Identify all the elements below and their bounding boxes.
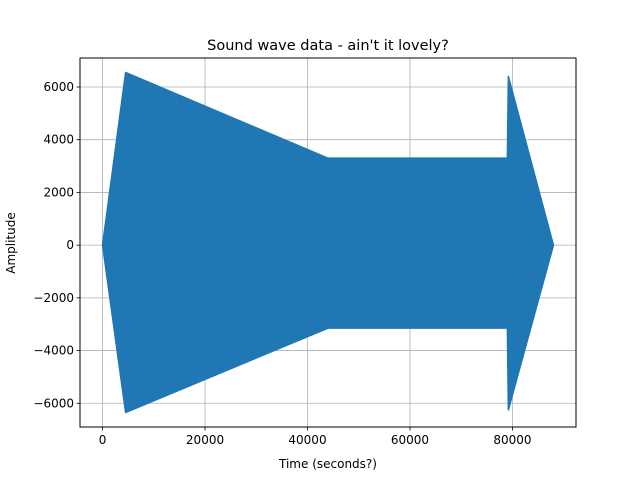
y-tick-label: −4000	[33, 344, 74, 358]
y-tick-label: −2000	[33, 291, 74, 305]
y-axis-label: Amplitude	[4, 212, 18, 274]
waveform-envelope	[101, 71, 555, 414]
x-tick-label: 80000	[493, 433, 531, 447]
y-tick-label: −6000	[33, 396, 74, 410]
x-tick-label: 0	[99, 433, 107, 447]
y-tick-label: 0	[66, 238, 74, 252]
y-tick-label: 6000	[43, 80, 74, 94]
chart-title: Sound wave data - ain't it lovely?	[207, 38, 449, 54]
plot-frame	[79, 57, 577, 428]
y-tick-label: 2000	[43, 185, 74, 199]
x-axis-label: Time (seconds?)	[278, 457, 377, 471]
x-tick-label: 40000	[288, 433, 326, 447]
data-layer	[101, 71, 555, 414]
tick-layer: 0 20000 40000 60000 80000 −6000 −4000 −2000 0 200…	[33, 80, 531, 447]
y-tick-label: 4000	[43, 133, 74, 147]
x-tick-label: 60000	[391, 433, 429, 447]
x-tick-label: 20000	[186, 433, 224, 447]
